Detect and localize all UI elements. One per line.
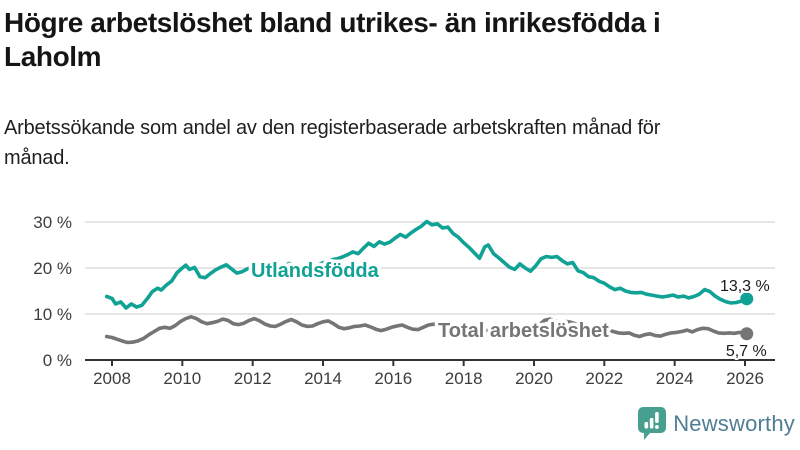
x-axis-tick-label: 2010 [163, 369, 201, 388]
y-axis-tick-label: 10 % [33, 305, 72, 324]
series-inline-label: Total arbetslöshet [438, 320, 609, 342]
x-axis-tick-label: 2026 [726, 369, 764, 388]
chart-title: Högre arbetslöshet bland utrikes- än inr… [4, 7, 661, 73]
series-line-utlandsfodda [104, 219, 749, 310]
x-axis-tick-label: 2024 [656, 369, 694, 388]
x-axis-tick-label: 2016 [374, 369, 412, 388]
series-end-value-label: 13,3 % [720, 278, 770, 295]
brand-name: Newsworthy [673, 411, 795, 436]
x-axis-tick-label: 2020 [515, 369, 553, 388]
y-axis-tick-label: 30 % [33, 213, 72, 232]
x-axis-tick-label: 2012 [234, 369, 272, 388]
x-axis-tick-label: 2014 [304, 369, 342, 388]
y-axis-tick-label: 20 % [33, 259, 72, 278]
series-line-total [104, 314, 749, 345]
y-axis-tick-label: 0 % [43, 351, 72, 370]
footer-brand: Newsworthy [638, 407, 795, 441]
series-end-dot [740, 292, 754, 306]
x-axis-tick-label: 2018 [445, 369, 483, 388]
series-end-dot [740, 327, 754, 341]
series-end-value-label: 5,7 % [726, 343, 767, 360]
chart-subtitle: Arbetssökande som andel av den registerb… [4, 117, 661, 169]
newsworthy-logo-icon [638, 407, 667, 440]
x-axis-tick-label: 2008 [93, 369, 131, 388]
header: Högre arbetslöshet bland utrikes- än inr… [4, 6, 796, 174]
series-inline-label: Utlandsfödda [251, 260, 380, 282]
x-axis-tick-label: 2022 [585, 369, 623, 388]
